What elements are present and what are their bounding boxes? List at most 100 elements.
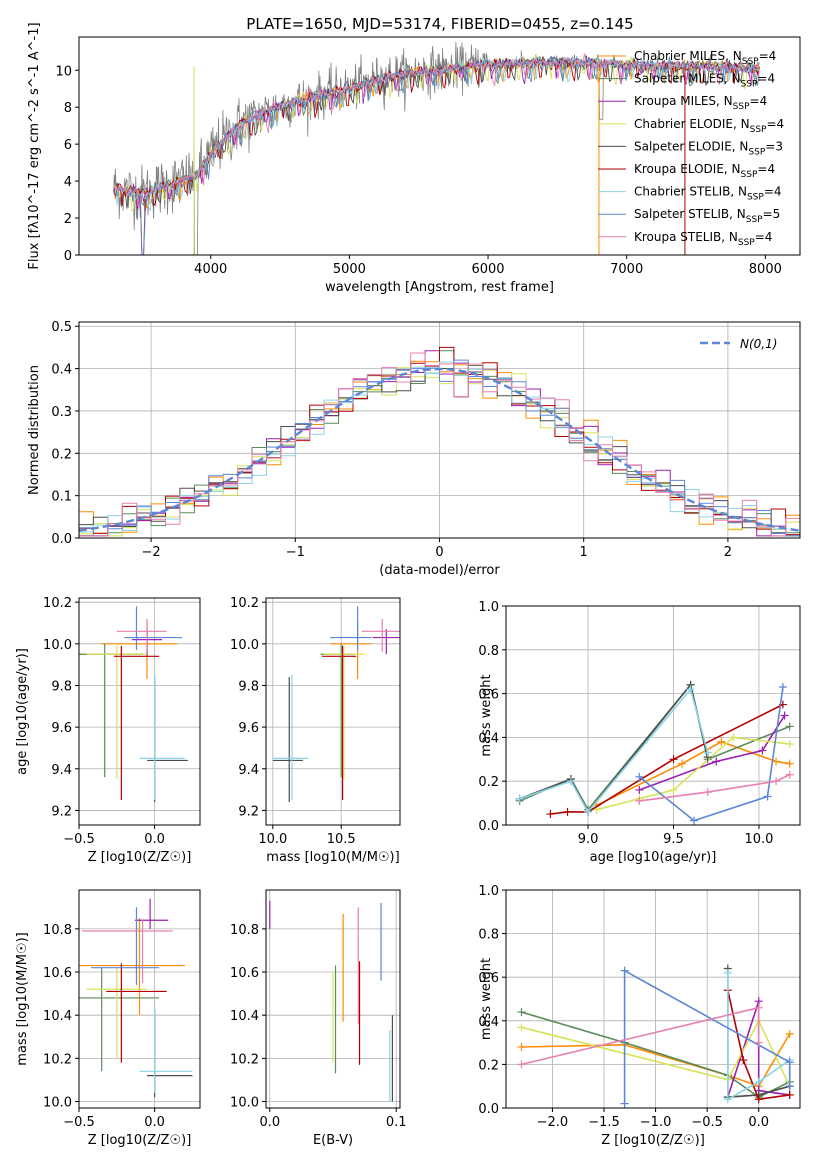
x-tick-label: −1.5 [588,1115,620,1130]
y-tick-label: 0 [64,249,72,264]
x-tick-label: 6000 [471,262,504,277]
weight-marker-c8 [772,777,781,786]
y-tick-label: 4 [64,175,72,190]
y-axis-label: Flux [fλ10^-17 erg cm^-2 s^-1 A^-1] [27,22,42,269]
weight-marker-c0 [772,757,781,766]
weight-marker-c7 [763,792,772,801]
x-tick-label: 0.0 [144,832,165,847]
y-tick-label: 2 [64,212,72,227]
y-tick-label: 0.2 [478,1058,499,1073]
weight-marker-c3 [517,1023,526,1032]
y-tick-label: 0.1 [51,490,72,505]
weight-marker-c6 [723,1095,732,1104]
x-tick-label: −0.5 [691,1115,723,1130]
weight-marker-c2 [635,785,644,794]
weight-line-c7 [623,969,791,1104]
legend-count: =4 [764,185,782,199]
model-spectrum-c7 [113,55,760,255]
weight-marker-c6 [723,968,732,977]
y-tick-label: 0.4 [478,1015,499,1030]
y-tick-label: 0.8 [478,644,499,659]
x-tick-label: 7000 [610,262,643,277]
axes-age_vs_mass: 10.0 10.5 9.2 9.4 9.6 9.8 10.0 10.2 mass [log10(… [230,596,401,865]
x-tick-label: −1 [286,545,305,560]
weight-marker-c0 [517,1042,526,1051]
weight-marker-c0 [785,1029,794,1038]
y-tick-label: 10.8 [230,923,259,938]
plot-area-weight_vs_age [515,680,794,825]
axes-mass_vs_Z: −0.5 0.0 10.0 10.2 10.4 10.6 10.8 Z [log10(Z/Z☉… [15,889,201,1148]
weight-marker-c7 [785,1082,794,1091]
gaussian-curve [79,367,800,532]
y-tick-label: 10.2 [230,596,259,611]
axes-frame [78,321,801,539]
legend-subscript: SSP [733,102,750,112]
y-tick-label: 0.8 [478,928,499,943]
legend-label: Kroupa STELIB, NSSP=4 [634,230,772,248]
x-tick-label: 0.0 [144,1115,165,1130]
legend-subscript: SSP [738,238,755,248]
figure-title: PLATE=1650, MJD=53174, FIBERID=0455, z=0… [246,15,633,33]
legend-label: Chabrier MILES, NSSP=4 [634,49,776,67]
x-tick-label: 0.0 [748,1115,769,1130]
legend-count: =4 [759,49,777,63]
x-tick-label: 10.5 [327,832,356,847]
x-axis-label: age [log10(age/yr)] [590,850,717,865]
axes-age_vs_Z: −0.5 0.0 9.2 9.4 9.6 9.8 10.0 10.2 Z [log10(Z/Z☉… [15,596,201,865]
weight-marker-c2 [758,746,767,755]
weight-marker-c2 [712,757,721,766]
weight-marker-c8 [754,1003,763,1012]
x-axis-label: Z [log10(Z/Z☉)] [601,1133,705,1148]
weight-marker-c8 [785,770,794,779]
legend-subscript: SSP [747,193,764,203]
spectrum-legend: Chabrier MILES, NSSP=4 Salpeter MILES, NS… [598,49,784,248]
x-axis-label: (data-model)/error [379,563,500,578]
legend-subscript: SSP [746,215,763,225]
plot-area-age_vs_mass [272,606,400,803]
weight-line-c6 [519,687,709,814]
legend-subscript: SSP [741,80,758,90]
weight-marker-c6 [703,748,712,757]
x-tick-label: −2 [142,545,161,560]
axes-frame [505,605,801,826]
weight-marker-c5 [785,1090,794,1099]
weight-marker-c5 [754,1095,763,1104]
weight-marker-c5 [669,755,678,764]
plot-area-residuals [79,346,800,537]
x-tick-label: −0.5 [63,1115,95,1130]
axes-frame [265,597,401,826]
weight-marker-c3 [669,785,678,794]
legend-count: =4 [766,117,784,131]
axes-spectrum: 4000 5000 6000 7000 8000 0 2 4 6 8 10 wavelength [A… [27,22,801,295]
y-tick-label: 0.0 [478,1102,499,1117]
y-tick-label: 9.4 [238,763,259,778]
weight-marker-c7 [690,816,699,825]
x-tick-label: 4000 [194,262,227,277]
y-tick-label: 9.6 [51,721,72,736]
y-tick-label: 6 [64,138,72,153]
y-tick-label: 0.0 [478,819,499,834]
x-tick-label: 0.0 [259,1115,280,1130]
weight-marker-c8 [517,1060,526,1069]
y-tick-label: 10 [55,64,72,79]
y-tick-label: 10.6 [230,966,259,981]
model-spectrum-c8 [113,53,760,210]
y-tick-label: 9.8 [238,679,259,694]
y-tick-label: 0.6 [478,971,499,986]
y-tick-label: 9.6 [238,721,259,736]
legend-subscript: SSP [742,57,759,67]
weight-marker-c0 [717,737,726,746]
weight-marker-c8 [635,796,644,805]
x-tick-label: −0.5 [63,832,95,847]
legend-label: Salpeter STELIB, NSSP=5 [634,207,780,225]
weight-line-c6 [727,972,791,1101]
y-tick-label: 10.4 [43,1009,72,1024]
legend-label: Chabrier ELODIE, NSSP=4 [634,117,784,135]
y-tick-label: 0.4 [478,731,499,746]
weight-marker-c6 [566,777,575,786]
legend-subscript: SSP [750,125,767,135]
x-axis-label: mass [log10(M/M☉)] [266,850,399,865]
y-tick-label: 10.4 [230,1009,259,1024]
plot-area-age_vs_Z [79,606,188,803]
axes-frame [78,889,201,1109]
